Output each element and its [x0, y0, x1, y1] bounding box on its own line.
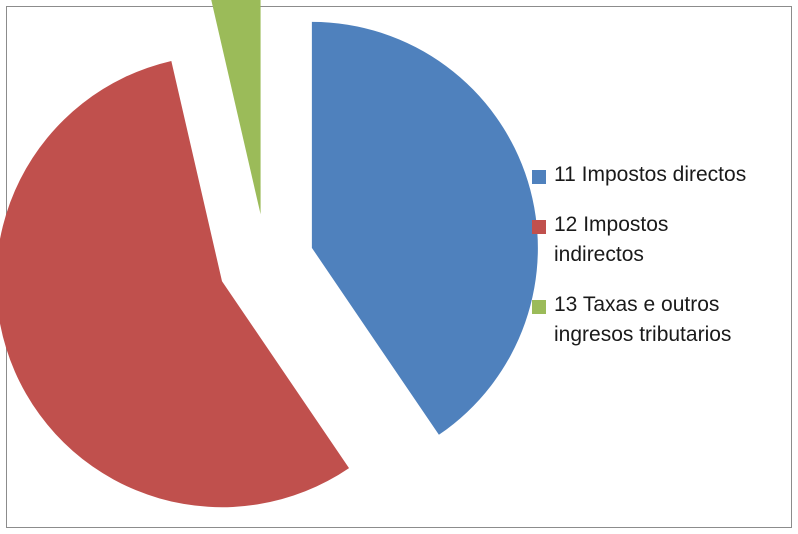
legend-swatch-impostos-indirectos — [532, 220, 546, 234]
pie-slice-impostos-directos — [311, 21, 538, 435]
legend-label-continued: indirectos — [554, 243, 644, 266]
pie-slice-impostos-indirectos — [0, 60, 350, 508]
legend-item-impostos-indirectos: 12 Impostos indirectos — [532, 210, 792, 270]
legend-label-continued: ingresos tributarios — [554, 323, 732, 346]
legend-swatch-taxas — [532, 300, 546, 314]
legend-item-impostos-directos: 11 Impostos directos — [532, 160, 792, 190]
legend-item-taxas: 13 Taxas e outros ingresos tributarios — [532, 290, 792, 350]
legend-label: 11 Impostos directos — [554, 163, 747, 186]
legend-label: 13 Taxas e outros — [554, 293, 720, 316]
pie-slice-taxas — [211, 0, 261, 215]
legend-swatch-impostos-directos — [532, 170, 546, 184]
legend-label: 12 Impostos — [554, 213, 669, 236]
chart-legend: 11 Impostos directos 12 Impostos indirec… — [532, 160, 792, 350]
